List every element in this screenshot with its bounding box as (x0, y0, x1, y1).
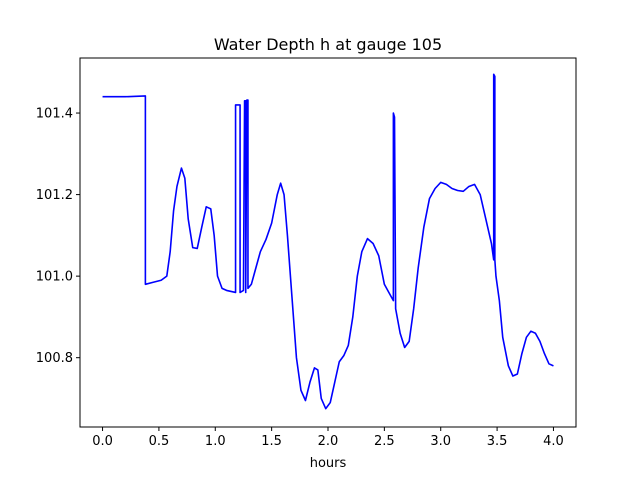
y-tick-label: 101.2 (36, 188, 73, 203)
x-tick-label: 0.5 (149, 434, 170, 449)
x-tick-label: 3.0 (430, 434, 451, 449)
x-axis: 0.0 0.5 1.0 1.5 2.0 2.5 3.0 3.5 4.0 (92, 427, 564, 449)
x-axis-label: hours (310, 456, 347, 471)
y-axis: 100.8 101.0 101.2 101.4 (36, 107, 80, 366)
x-tick-label: 1.5 (261, 434, 282, 449)
y-tick-label: 101.4 (36, 107, 73, 122)
x-tick-label: 3.5 (487, 434, 508, 449)
x-tick-label: 1.0 (205, 434, 226, 449)
x-tick-label: 0.0 (92, 434, 113, 449)
y-tick-label: 100.8 (36, 351, 73, 366)
chart-title: Water Depth h at gauge 105 (214, 35, 442, 54)
x-tick-label: 4.0 (543, 434, 564, 449)
x-tick-label: 2.0 (318, 434, 339, 449)
series-line-0 (102, 73, 554, 410)
plot-frame (79, 57, 577, 428)
plot-area (102, 73, 554, 410)
y-tick-label: 101.0 (36, 270, 73, 285)
x-tick-label: 2.5 (374, 434, 395, 449)
